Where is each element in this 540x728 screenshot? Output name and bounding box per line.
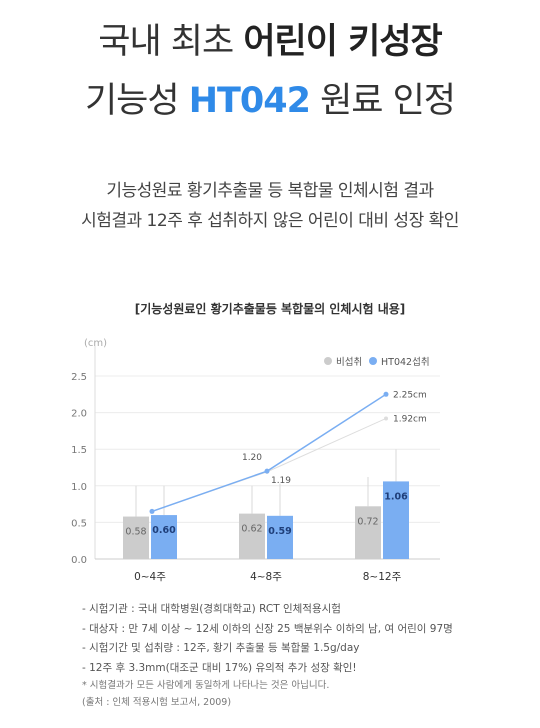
bar-control	[355, 506, 381, 559]
headline-line-1: 국내 최초 어린이 키성장	[0, 13, 540, 64]
legend-marker-control	[324, 357, 332, 365]
bars	[123, 481, 409, 559]
x-tick-label: 4~8주	[250, 571, 282, 583]
chart-legend: 비섭취 HT042섭취	[324, 357, 430, 368]
disclaimer: * 시험결과가 모든 사람에게 동일하게 나타나는 것은 아닙니다.	[82, 680, 330, 691]
note-item: - 시험기간 및 섭취량 : 12주, 황기 추출물 등 복합물 1.5g/da…	[82, 642, 360, 654]
source: (출처 : 인체 적용시험 보고서, 2009)	[82, 697, 232, 708]
error-bars	[135, 449, 397, 517]
headline-1b: 어린이 키성장	[243, 22, 442, 62]
y-tick-label: 2.0	[71, 409, 87, 420]
bar-control	[123, 516, 149, 559]
y-axis-unit: (cm)	[84, 338, 107, 349]
bar-ht042	[151, 515, 177, 559]
line-ht042-point	[149, 508, 155, 514]
subtitle-line-2: 시험결과 12주 후 섭취하지 않은 어린이 대비 성장 확인	[81, 211, 459, 231]
line-end-label-ht042: 2.25cm	[393, 390, 427, 400]
headline-accent: HT042	[188, 81, 311, 121]
line-end-label-control: 1.92cm	[393, 414, 427, 424]
legend-label-ht042: HT042섭취	[381, 357, 430, 368]
bar-labels: 0.58 0.60 0.62 0.59 0.72 1.06	[125, 491, 408, 537]
chart-title: [기능성원료인 황기추출물등 복합물의 인체시험 내용]	[135, 301, 406, 316]
subtitle-line-1: 기능성원료 황기추출물 등 복합물 인체시험 결과	[106, 181, 434, 201]
y-tick-label: 1.0	[71, 482, 87, 493]
line-ht042-point	[383, 391, 389, 397]
bar-label-control: 0.72	[357, 516, 378, 527]
bar-control	[239, 513, 265, 559]
growth-chart: [기능성원료인 황기추출물등 복합물의 인체시험 내용] (cm) 0.0 0.5…	[71, 301, 440, 583]
bar-label-ht042: 0.59	[268, 526, 291, 537]
headline-2b: 원료 인정	[309, 81, 456, 121]
line-control-point	[384, 416, 388, 421]
note-item: - 대상자 : 만 7세 이상 ~ 12세 이하의 신장 25 백분위수 이하의…	[82, 622, 453, 635]
bar-ht042	[383, 481, 409, 559]
legend-label-control: 비섭취	[336, 357, 362, 368]
y-tick-label: 0.0	[71, 555, 87, 566]
bar-label-ht042: 0.60	[152, 525, 176, 536]
y-tick-label: 1.5	[71, 445, 87, 456]
x-tick-label: 0~4주	[134, 571, 166, 583]
bar-ht042	[267, 515, 293, 559]
bar-label-ht042: 1.06	[384, 491, 408, 502]
headline-line-2: 기능성 HT042 원료 인정	[0, 72, 540, 123]
line-ht042-point	[264, 468, 270, 474]
bar-label-control: 0.62	[241, 524, 262, 535]
y-tick-label: 2.5	[71, 372, 87, 383]
x-tick-label: 8~12주	[363, 571, 402, 583]
legend-marker-ht042	[369, 357, 377, 365]
line-ht042	[151, 393, 387, 513]
note-item: - 12주 후 3.3mm(대조군 대비 17%) 유의적 추가 성장 확인!	[82, 661, 357, 674]
trend-lines: 1.20 1.19 2.25cm 1.92cm	[149, 390, 427, 514]
y-tick-labels: 0.0 0.5 1.0 1.5 2.0 2.5	[71, 372, 87, 566]
study-notes: - 시험기관 : 국내 대학병원(경희대학교) RCT 인체적용시험 - 대상자…	[82, 600, 453, 678]
headline-2a: 기능성	[84, 81, 189, 121]
line-label-ht042: 1.20	[242, 453, 262, 463]
headline-1a: 국내 최초	[98, 22, 244, 62]
x-tick-labels: 0~4주 4~8주 8~12주	[134, 571, 402, 583]
fine-print: * 시험결과가 모든 사람에게 동일하게 나타나는 것은 아닙니다. (출처 :…	[82, 677, 329, 711]
line-label-control: 1.19	[271, 476, 291, 486]
y-tick-label: 0.5	[71, 518, 87, 529]
bar-label-control: 0.58	[125, 527, 146, 538]
note-item: - 시험기관 : 국내 대학병원(경희대학교) RCT 인체적용시험	[82, 603, 341, 615]
line-control	[151, 417, 387, 512]
